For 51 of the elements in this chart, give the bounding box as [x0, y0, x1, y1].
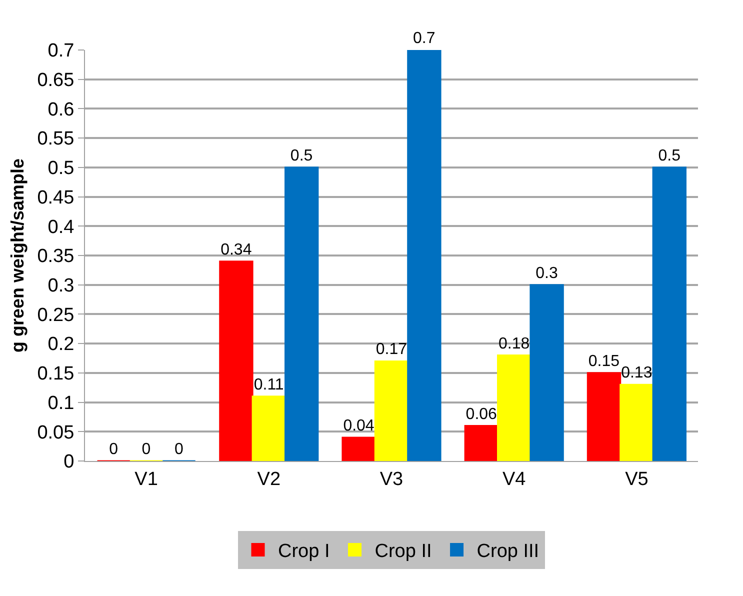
data-label: 0 — [174, 441, 184, 458]
bar — [374, 360, 409, 461]
data-label: 0.34 — [220, 241, 252, 258]
bar — [407, 50, 442, 461]
bar — [620, 384, 654, 461]
y-tick-label: 0.35 — [37, 246, 74, 268]
data-label: 0.3 — [536, 264, 558, 282]
bar — [497, 354, 532, 461]
data-label: 0.06 — [466, 406, 498, 423]
legend-label: Crop I — [278, 541, 330, 562]
bar — [342, 436, 376, 461]
bar — [530, 284, 564, 461]
legend-label: Crop II — [374, 541, 432, 562]
y-tick-label: 0.6 — [48, 99, 74, 120]
y-tick-label: 0.55 — [37, 128, 74, 150]
data-label: 0.7 — [413, 30, 436, 47]
y-tick-label: 0 — [64, 452, 74, 473]
data-label: 0 — [142, 441, 151, 458]
y-tick-label: 0.2 — [48, 334, 74, 356]
y-tick-label: 0.45 — [37, 187, 74, 208]
y-tick-label: 0.15 — [37, 364, 74, 385]
bar — [252, 396, 286, 461]
data-label: 0.5 — [658, 147, 681, 164]
data-label: 0.15 — [588, 352, 620, 370]
data-label: 0.17 — [376, 341, 408, 358]
bar — [586, 372, 622, 461]
y-tick-label: 0.4 — [48, 216, 75, 238]
x-tick-label: V3 — [380, 468, 404, 490]
data-label: 0.18 — [498, 335, 530, 352]
data-label: 0.04 — [343, 418, 374, 435]
bar — [464, 425, 498, 461]
data-label: 0.13 — [621, 364, 652, 382]
y-tick-label: 0.7 — [48, 40, 74, 62]
bar — [219, 260, 254, 461]
y-tick-label: 0.3 — [48, 276, 74, 297]
data-label: 0 — [109, 441, 118, 458]
bar — [652, 166, 686, 461]
data-label: 0.5 — [290, 147, 313, 164]
x-tick-label: V5 — [625, 468, 648, 490]
y-tick-label: 0.25 — [37, 304, 74, 326]
x-tick-label: V4 — [502, 468, 526, 490]
y-tick-label: 0.65 — [37, 70, 74, 92]
y-tick-label: 0.5 — [48, 158, 74, 180]
x-tick-label: V2 — [257, 468, 281, 490]
legend-label: Crop III — [476, 541, 540, 562]
y-axis-title: g green weight/sample — [7, 158, 28, 353]
data-label: 0.11 — [254, 376, 284, 394]
x-tick-label: V1 — [134, 468, 158, 490]
y-tick-label: 0.1 — [48, 392, 74, 414]
y-tick-label: 0.05 — [37, 422, 74, 444]
bar — [284, 166, 319, 461]
